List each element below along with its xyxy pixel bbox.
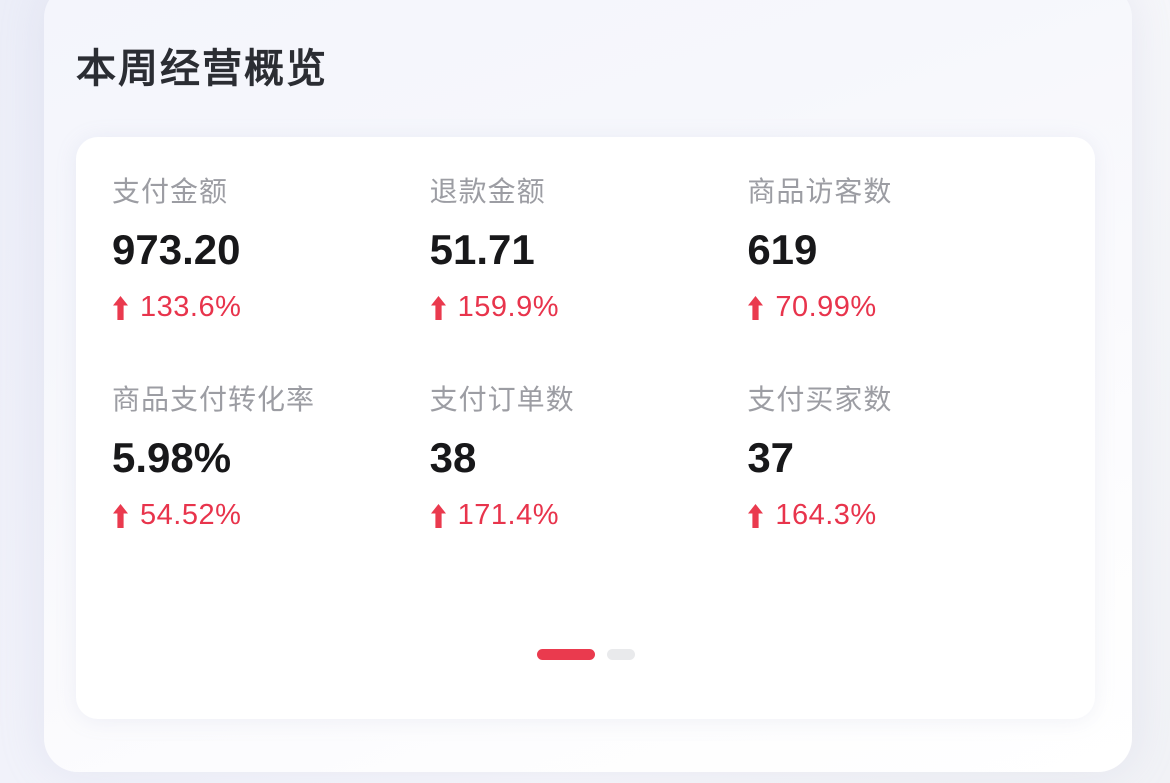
metric-label: 商品支付转化率 — [112, 384, 316, 416]
metric-label: 支付买家数 — [747, 384, 893, 416]
metric-delta-value: 70.99% — [775, 291, 877, 324]
metric-cell-payment-amount[interactable]: 支付金额 973.20 133.6% — [112, 174, 430, 322]
metric-delta: 164.3% — [747, 501, 1053, 530]
arrow-up-icon — [112, 503, 129, 529]
metric-value: 973.20 — [112, 226, 241, 273]
metric-delta: 70.99% — [747, 293, 1053, 322]
carousel-pagination[interactable] — [76, 649, 1095, 660]
metric-delta-value: 164.3% — [775, 499, 877, 532]
arrow-up-icon — [430, 503, 447, 529]
metric-label: 商品访客数 — [747, 176, 893, 207]
metric-delta-value: 159.9% — [457, 291, 560, 324]
pagination-dot-1[interactable] — [536, 649, 595, 660]
metric-delta-value: 133.6% — [140, 291, 242, 324]
metric-value: 5.98% — [112, 434, 232, 482]
pagination-dot-2[interactable] — [606, 649, 635, 660]
arrow-up-icon — [747, 503, 764, 529]
metric-delta: 171.4% — [430, 501, 736, 530]
metric-delta: 133.6% — [112, 293, 418, 322]
metric-delta-value: 54.52% — [140, 499, 242, 532]
metric-cell-refund-amount[interactable]: 退款金额 51.71 159.9% — [430, 174, 748, 322]
business-overview-card: 支付金额 973.20 133.6% 退款金额 51.71 — [76, 137, 1095, 719]
page-title: 本周经营概览 — [76, 47, 328, 91]
metric-cell-order-count[interactable]: 支付订单数 38 171.4% — [430, 382, 748, 530]
metric-cell-product-visitors[interactable]: 商品访客数 619 70.99% — [747, 174, 1065, 322]
metric-delta: 54.52% — [112, 501, 418, 530]
metric-cell-conversion-rate[interactable]: 商品支付转化率 5.98% 54.52% — [112, 382, 430, 530]
metric-cell-paying-buyers[interactable]: 支付买家数 37 164.3% — [747, 382, 1065, 530]
metric-label: 退款金额 — [429, 176, 546, 207]
arrow-up-icon — [747, 295, 764, 321]
metric-value: 619 — [747, 226, 818, 273]
arrow-up-icon — [430, 295, 447, 321]
metric-value: 37 — [747, 434, 795, 482]
metric-label: 支付订单数 — [429, 384, 575, 416]
metric-delta-value: 171.4% — [457, 499, 560, 532]
metric-label: 支付金额 — [112, 176, 229, 207]
metric-value: 51.71 — [429, 226, 535, 273]
metrics-grid: 支付金额 973.20 133.6% 退款金额 51.71 — [112, 174, 1065, 530]
metric-delta: 159.9% — [430, 293, 736, 322]
arrow-up-icon — [112, 295, 129, 321]
metric-value: 38 — [429, 434, 477, 482]
